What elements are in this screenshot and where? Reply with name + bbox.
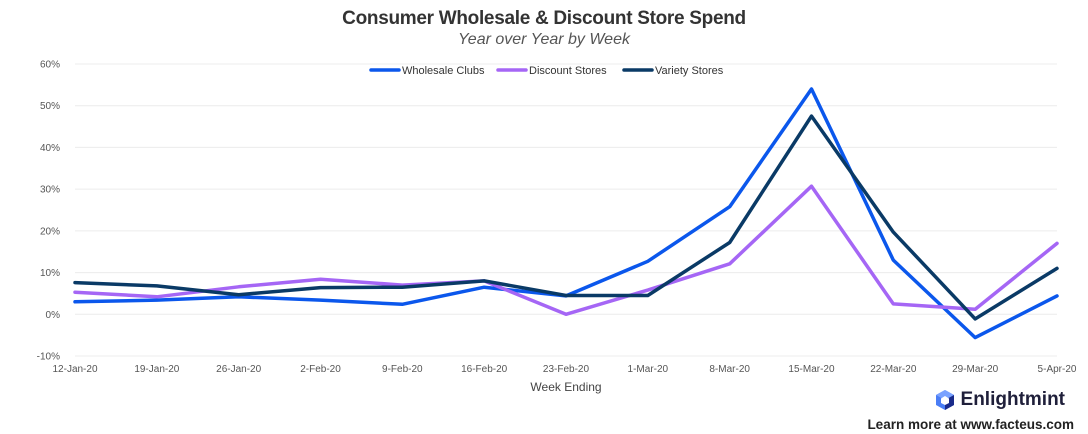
chart-title: Consumer Wholesale & Discount Store Spen… — [342, 8, 746, 29]
x-tick-label: 8-Mar-20 — [709, 364, 750, 375]
footer-link-text[interactable]: Learn more at www.facteus.com — [867, 417, 1074, 432]
x-tick-label: 2-Feb-20 — [300, 364, 341, 375]
legend-label: Wholesale Clubs — [402, 65, 485, 77]
x-tick-label: 29-Mar-20 — [952, 364, 999, 375]
y-tick-label: 30% — [40, 185, 60, 196]
x-tick-label: 9-Feb-20 — [382, 364, 423, 375]
x-tick-label: 16-Feb-20 — [461, 364, 508, 375]
y-tick-label: 20% — [40, 226, 60, 237]
legend-item-wholesale-clubs[interactable]: Wholesale Clubs — [369, 65, 485, 77]
x-tick-label: 12-Jan-20 — [52, 364, 97, 375]
legend: Wholesale Clubs Discount Stores Variety St… — [369, 65, 724, 77]
y-tick-label: -10% — [37, 352, 60, 363]
legend-item-variety-stores[interactable]: Variety Stores — [622, 65, 724, 77]
y-tick-label: 40% — [40, 143, 60, 154]
y-axis-ticks: -10% 0% 10% 20% 30% 40% 50% 60% — [37, 60, 60, 363]
x-tick-label: 19-Jan-20 — [134, 364, 179, 375]
chart-subtitle: Year over Year by Week — [458, 31, 630, 48]
legend-item-discount-stores[interactable]: Discount Stores — [496, 65, 607, 77]
series-lines — [73, 87, 1059, 340]
y-tick-label: 60% — [40, 60, 60, 71]
x-axis-ticks: 12-Jan-20 19-Jan-20 26-Jan-20 2-Feb-20 9-Feb… — [52, 364, 1076, 375]
x-axis-title: Week Ending — [530, 380, 601, 394]
y-tick-label: 50% — [40, 101, 60, 112]
x-tick-label: 5-Apr-20 — [1038, 364, 1077, 375]
x-tick-label: 1-Mar-20 — [628, 364, 669, 375]
brand-name: Enlightmint — [960, 389, 1065, 410]
x-tick-label: 15-Mar-20 — [788, 364, 835, 375]
gridlines — [75, 63, 1057, 357]
enlightmint-logo-icon — [935, 390, 954, 410]
series-line-wholesale-clubs — [73, 87, 1059, 340]
x-tick-label: 22-Mar-20 — [870, 364, 917, 375]
brand-logo: Enlightmint — [935, 389, 1065, 411]
y-tick-label: 0% — [46, 310, 61, 321]
y-tick-label: 10% — [40, 268, 60, 279]
series-line-variety-stores — [73, 114, 1059, 321]
legend-label: Discount Stores — [529, 65, 607, 77]
x-tick-label: 26-Jan-20 — [216, 364, 261, 375]
x-tick-label: 23-Feb-20 — [543, 364, 590, 375]
legend-label: Variety Stores — [655, 65, 724, 77]
series-line-discount-stores — [73, 184, 1059, 317]
